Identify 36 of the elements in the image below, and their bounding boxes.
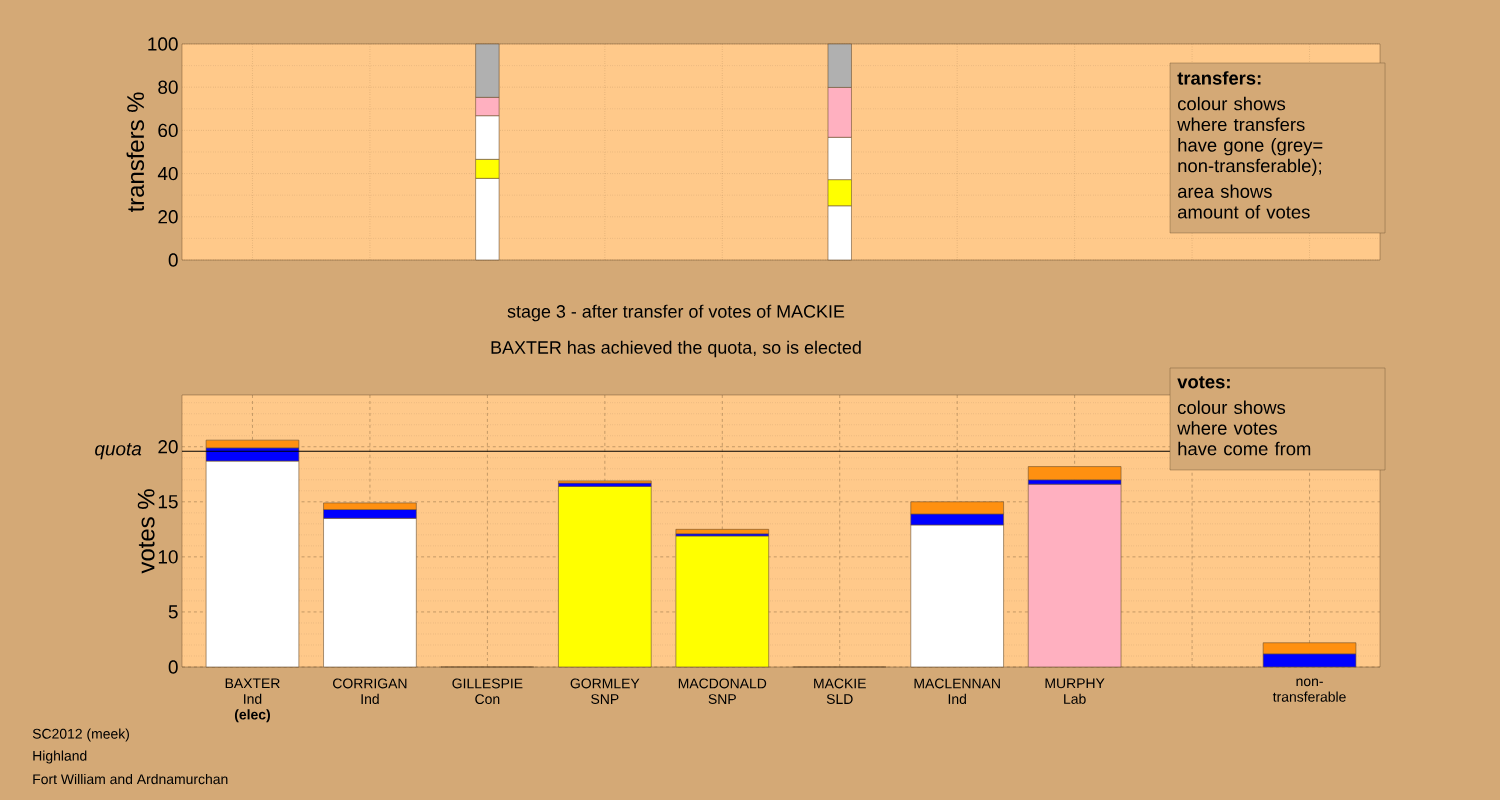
x-tick-label: MURPHY Lab: [1045, 678, 1105, 704]
bar: [558, 486, 652, 668]
annotation: colour shows where transfers have gone (grey= non-transferable);: [1177, 96, 1323, 176]
y-tick-label: 0: [168, 660, 178, 674]
x-tick-label: MACDONALD SNP: [678, 678, 767, 705]
bar: [1027, 466, 1122, 481]
chart-title: stage 3 - after transfer of votes of MACKIE: [507, 304, 845, 322]
y-tick-label: 20: [158, 210, 178, 224]
annotation: area shows amount of votes: [1178, 184, 1310, 219]
y-tick-label: 20: [158, 440, 178, 454]
bar: [675, 529, 769, 535]
text: Highland: [33, 750, 87, 764]
x-tick-label: BAXTER Ind (elec): [225, 678, 280, 723]
text: votes:: [1177, 376, 1230, 389]
x-tick-label: MACLENNAN Ind: [914, 678, 1000, 705]
x-tick-label: non-transferable: [1272, 678, 1346, 702]
text: Fort William and Ardnamurchan: [33, 773, 228, 785]
x-tick-label: GILLESPIE Con: [452, 678, 523, 705]
x-tick-label: GORMLEY SNP: [570, 678, 640, 705]
x-tick-label: MACKIE SLD: [814, 678, 866, 705]
x-tick-label: CORRIGAN Ind: [333, 678, 407, 705]
text: SC2012 (meek): [32, 728, 129, 742]
annotation: colour shows where votes have come from: [1177, 400, 1311, 456]
y-tick-label: 5: [168, 605, 178, 619]
y-tick-label: 15: [158, 495, 178, 509]
y-tick-label: 10: [158, 550, 178, 564]
y-tick-label: 100: [148, 37, 178, 51]
chart-subtitle: BAXTER has achieved the quota, so is elected: [491, 340, 861, 358]
y-axis-title: transfers %: [126, 92, 145, 213]
y-tick-label: 40: [157, 166, 178, 181]
ref-line-label: quota: [95, 443, 142, 460]
y-tick-label: 60: [158, 123, 178, 138]
y-axis-title: votes %: [137, 489, 155, 574]
y-tick-label: 0: [168, 253, 178, 267]
y-tick-label: 80: [158, 80, 178, 94]
annotation: transfers:: [1177, 71, 1261, 85]
